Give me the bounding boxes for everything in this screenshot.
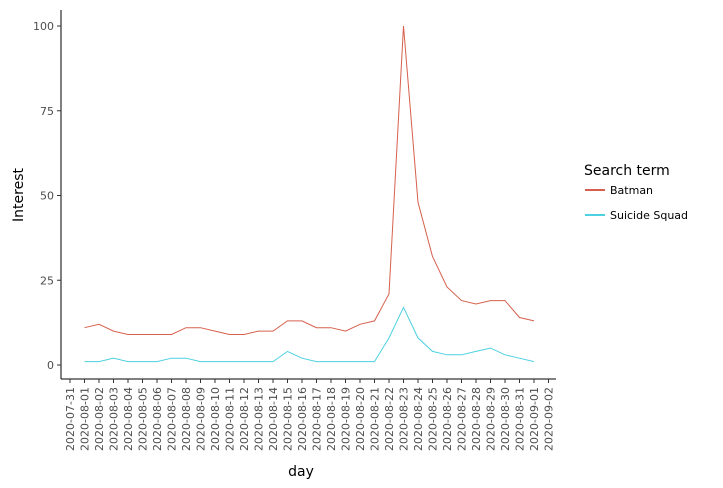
series-line-suicide-squad bbox=[84, 306, 535, 363]
x-tick-label: 2020-07-31 bbox=[64, 387, 77, 451]
x-tick-label: 2020-08-08 bbox=[180, 387, 193, 451]
x-tick-label: 2020-08-03 bbox=[108, 387, 121, 451]
legend-label: Batman bbox=[610, 184, 653, 197]
legend-label: Suicide Squad bbox=[610, 209, 688, 222]
x-tick-label: 2020-08-31 bbox=[514, 387, 527, 451]
x-tick-label: 2020-08-23 bbox=[398, 387, 411, 451]
y-axis-title: Interest bbox=[11, 168, 27, 222]
x-tick-label: 2020-08-28 bbox=[470, 387, 483, 451]
x-tick-label: 2020-08-25 bbox=[427, 387, 440, 451]
x-tick-label: 2020-08-29 bbox=[485, 387, 498, 451]
x-tick-label: 2020-08-16 bbox=[296, 387, 309, 451]
y-axis: 0 25 50 75 100 bbox=[33, 10, 62, 379]
x-tick-label: 2020-09-02 bbox=[543, 387, 556, 451]
x-tick-label: 2020-08-10 bbox=[209, 387, 222, 451]
x-axis: 2020-07-31 2020-08-01 2020-08-02 2020-08-03… bbox=[61, 378, 556, 451]
series-lines bbox=[84, 25, 535, 363]
x-tick-label: 2020-08-26 bbox=[441, 387, 454, 451]
y-tick-label: 100 bbox=[33, 20, 54, 33]
x-tick-label: 2020-08-19 bbox=[340, 387, 353, 451]
series-line-batman bbox=[84, 25, 535, 335]
x-tick-label: 2020-08-17 bbox=[311, 387, 324, 451]
legend: Search term Batman Suicide Squad bbox=[584, 163, 688, 222]
y-tick-label: 25 bbox=[40, 274, 54, 287]
y-tick-label: 0 bbox=[47, 359, 54, 372]
x-tick-label: 2020-08-21 bbox=[369, 387, 382, 451]
x-tick-label: 2020-08-15 bbox=[282, 387, 295, 451]
x-tick-label: 2020-08-01 bbox=[79, 387, 92, 451]
x-tick-label: 2020-08-18 bbox=[325, 387, 338, 451]
x-tick-label: 2020-08-27 bbox=[456, 387, 469, 451]
x-tick-label: 2020-08-02 bbox=[93, 387, 106, 451]
x-tick-label: 2020-08-04 bbox=[122, 387, 135, 451]
x-tick-label: 2020-08-11 bbox=[224, 387, 237, 451]
x-axis-title: day bbox=[288, 464, 314, 480]
y-tick-label: 50 bbox=[40, 190, 54, 203]
x-tick-label: 2020-08-13 bbox=[253, 387, 266, 451]
x-tick-label: 2020-09-01 bbox=[528, 387, 541, 451]
x-tick-label: 2020-08-12 bbox=[238, 387, 251, 451]
x-tick-label: 2020-08-30 bbox=[499, 387, 512, 451]
x-tick-label: 2020-08-07 bbox=[166, 387, 179, 451]
x-tick-label: 2020-08-09 bbox=[195, 387, 208, 451]
x-tick-label: 2020-08-06 bbox=[151, 387, 164, 451]
legend-title: Search term bbox=[584, 163, 670, 179]
x-tick-label: 2020-08-14 bbox=[267, 387, 280, 451]
y-tick-label: 75 bbox=[40, 105, 54, 118]
x-tick-label: 2020-08-05 bbox=[137, 387, 150, 451]
x-tick-label: 2020-08-22 bbox=[383, 387, 396, 451]
x-tick-label: 2020-08-20 bbox=[354, 387, 367, 451]
x-tick-label: 2020-08-24 bbox=[412, 387, 425, 451]
